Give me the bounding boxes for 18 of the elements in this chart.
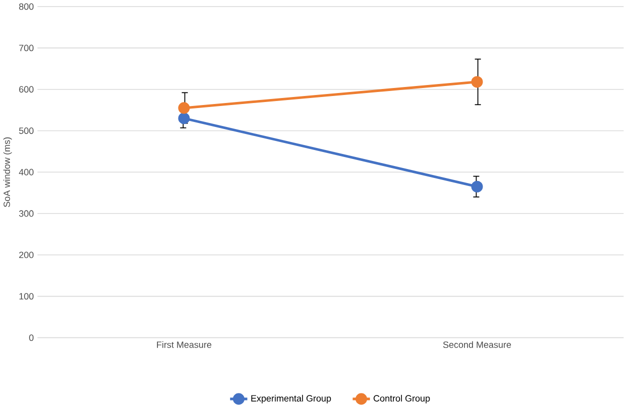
y-tick-label: 0 [29, 334, 34, 341]
point [471, 76, 483, 88]
legend-label: Control Group [374, 394, 430, 404]
y-tick-label: 500 [19, 128, 34, 134]
y-tick-label: 800 [19, 3, 34, 10]
point [178, 112, 190, 124]
y-tick-label: 200 [19, 252, 34, 258]
y-tick-label: 400 [18, 168, 34, 176]
point [178, 102, 190, 114]
legend-label: Experimental Group [251, 394, 331, 404]
y-tick-label: 700 [19, 44, 34, 52]
y-axis-title: SoA window (ms) [3, 137, 12, 208]
y-tick-label: 100 [19, 293, 34, 300]
x-tick-label: Second Measure [443, 341, 511, 348]
x-tick-label: First Measure [156, 341, 212, 348]
y-tick-label: 600 [19, 86, 34, 93]
y-tick-label: 300 [19, 210, 34, 217]
point [471, 180, 483, 192]
